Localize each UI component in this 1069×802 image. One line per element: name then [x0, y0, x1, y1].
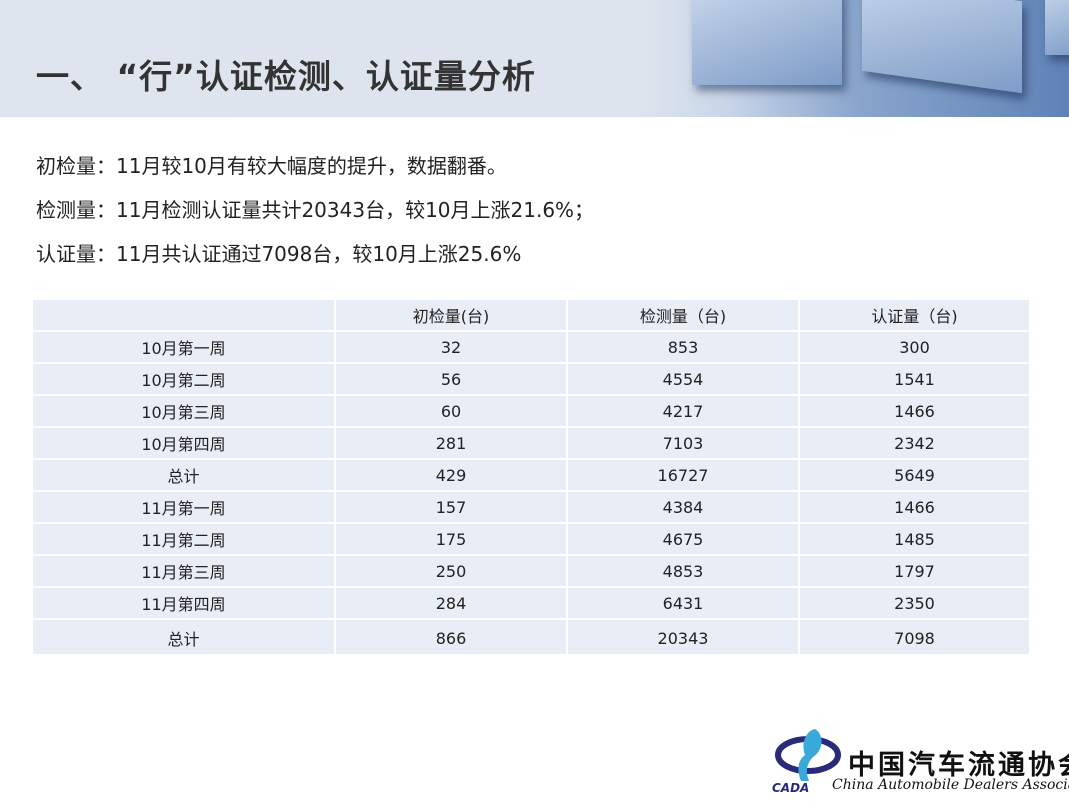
header-banner: 一、 “行”认证检测、认证量分析: [0, 0, 1069, 117]
column-header: 检测量（台): [566, 298, 800, 332]
table-cell: 7098: [798, 618, 1031, 656]
row-label: 11月第四周: [31, 586, 336, 620]
table-cell: 4675: [566, 522, 800, 556]
row-label: 总计: [31, 458, 336, 492]
table-cell: 300: [798, 330, 1031, 364]
decorative-cube: [862, 0, 1022, 94]
table-cell: 16727: [566, 458, 800, 492]
table-cell: 175: [334, 522, 568, 556]
table-cell: 284: [334, 586, 568, 620]
table-cell: 60: [334, 394, 568, 428]
row-label: 10月第三周: [31, 394, 336, 428]
table-row: 11月第一周 157 4384 1466: [31, 490, 1031, 524]
summary-text: 初检量：11月较10月有较大幅度的提升，数据翻番。 检测量：11月检测认证量共计…: [36, 146, 594, 278]
table-row: 总计 866 20343 7098: [31, 618, 1031, 656]
table-cell: 866: [334, 618, 568, 656]
table-cell: 1466: [798, 490, 1031, 524]
logo-chinese-name: 中国汽车流通协会: [848, 750, 1069, 781]
data-table: 初检量(台) 检测量（台) 认证量（台) 10月第一周 32 853 300 10月第二周 5…: [31, 298, 1031, 656]
table-row: 11月第四周 284 6431 2350: [31, 586, 1031, 620]
cada-logo: CADA 中国汽车流通协会 China Automobile Dealers A…: [770, 725, 1069, 802]
table-row: 11月第二周 175 4675 1485: [31, 522, 1031, 556]
table-row: 总计 429 16727 5649: [31, 458, 1031, 492]
page-title: 一、 “行”认证检测、认证量分析: [36, 57, 536, 96]
table-header-row: 初检量(台) 检测量（台) 认证量（台): [31, 298, 1031, 332]
table-row: 10月第四周 281 7103 2342: [31, 426, 1031, 460]
table-cell: 4217: [566, 394, 800, 428]
table-cell: 4853: [566, 554, 800, 588]
column-header: 初检量(台): [334, 298, 568, 332]
table-cell: 4554: [566, 362, 800, 396]
table-row: 11月第三周 250 4853 1797: [31, 554, 1031, 588]
table-cell: 429: [334, 458, 568, 492]
table-cell: 5649: [798, 458, 1031, 492]
summary-line: 初检量：11月较10月有较大幅度的提升，数据翻番。: [36, 154, 507, 178]
column-header: 认证量（台): [798, 298, 1031, 332]
table-cell: 20343: [566, 618, 800, 656]
logo-abbr: CADA: [772, 781, 810, 795]
summary-line: 检测量：11月检测认证量共计20343台，较10月上涨21.6%；: [36, 198, 595, 222]
summary-line: 认证量：11月共认证通过7098台，较10月上涨25.6%: [36, 242, 522, 266]
table-cell: 56: [334, 362, 568, 396]
row-label: 10月第四周: [31, 426, 336, 460]
table-cell: 6431: [566, 586, 800, 620]
table-cell: 250: [334, 554, 568, 588]
table-cell: 281: [334, 426, 568, 460]
row-label: 11月第二周: [31, 522, 336, 556]
table-row: 10月第二周 56 4554 1541: [31, 362, 1031, 396]
row-label: 11月第一周: [31, 490, 336, 524]
table-row: 10月第三周 60 4217 1466: [31, 394, 1031, 428]
table-cell: 7103: [566, 426, 800, 460]
table-cell: 32: [334, 330, 568, 364]
table-cell: 1541: [798, 362, 1031, 396]
table-cell: 1485: [798, 522, 1031, 556]
decorative-cube: [692, 0, 842, 85]
decorative-cube: [1045, 0, 1069, 55]
row-label: 11月第三周: [31, 554, 336, 588]
row-label: 总计: [31, 618, 336, 656]
row-label: 10月第一周: [31, 330, 336, 364]
table-cell: 1466: [798, 394, 1031, 428]
column-header: [31, 298, 336, 332]
table-cell: 1797: [798, 554, 1031, 588]
table-cell: 2350: [798, 586, 1031, 620]
table-cell: 853: [566, 330, 800, 364]
logo-english-name: China Automobile Dealers Association: [832, 777, 1069, 793]
table-cell: 157: [334, 490, 568, 524]
table-cell: 4384: [566, 490, 800, 524]
table-cell: 2342: [798, 426, 1031, 460]
row-label: 10月第二周: [31, 362, 336, 396]
cada-emblem-icon: [775, 729, 841, 781]
table-row: 10月第一周 32 853 300: [31, 330, 1031, 364]
